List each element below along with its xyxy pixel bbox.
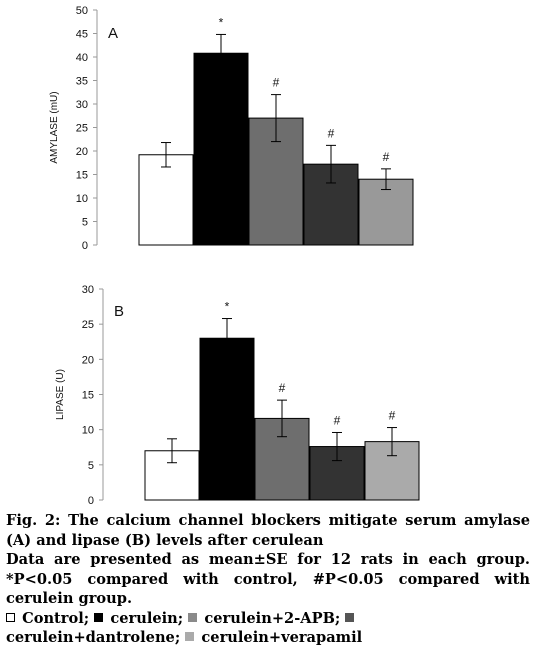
caption-body: Data are presented as mean±SE for 12 rat… — [6, 551, 530, 607]
legend-item-control: Control; — [6, 610, 89, 627]
y-axis-title: AMYLASE (mU) — [49, 91, 60, 163]
y-tick-label: 15 — [76, 170, 88, 182]
bar — [138, 154, 194, 246]
y-tick-label: 45 — [76, 29, 88, 41]
y-tick-label: 30 — [76, 99, 88, 111]
significance-marker: # — [383, 150, 390, 164]
y-tick-label: 5 — [82, 217, 88, 229]
panel-label: A — [108, 25, 118, 42]
y-tick-label: 0 — [82, 240, 88, 252]
legend-item-dantrolene: cerulein+dantrolene; — [6, 610, 356, 646]
panel-label: B — [114, 303, 124, 320]
chart-canvas: 0 5 10 15 20 25 30 35 40 45 50 AMYLASE (mU) A * # # #0 5 1… — [49, 5, 420, 507]
y-tick-label: 10 — [76, 193, 88, 205]
legend-swatch — [345, 612, 355, 622]
y-axis-title: LIPASE (U) — [55, 369, 66, 420]
y-tick-label: 0 — [88, 495, 94, 507]
y-tick-label: 50 — [76, 5, 88, 17]
y-tick-label: 20 — [76, 146, 88, 158]
y-tick-label: 20 — [82, 354, 94, 366]
bar — [193, 52, 249, 246]
y-tick-label: 10 — [82, 425, 94, 437]
significance-marker: # — [279, 381, 286, 395]
legend-item-cerulein: cerulein; — [94, 610, 183, 627]
significance-marker: * — [219, 15, 224, 29]
significance-marker: # — [334, 413, 341, 427]
figure-caption: Fig. 2: The calcium channel blockers mit… — [6, 511, 530, 648]
legend-swatch — [94, 612, 104, 622]
legend-swatch — [185, 632, 195, 641]
significance-marker: # — [389, 409, 396, 423]
y-tick-label: 5 — [88, 460, 94, 472]
y-tick-label: 25 — [76, 123, 88, 135]
y-tick-label: 40 — [76, 52, 88, 64]
caption-title: Fig. 2: The calcium channel blockers mit… — [6, 512, 530, 549]
legend-swatch — [6, 612, 15, 622]
legend-item-verapamil: cerulein+verapamil — [185, 629, 362, 646]
y-tick-label: 25 — [82, 319, 94, 331]
legend-swatch — [188, 612, 198, 622]
y-tick-label: 15 — [82, 390, 94, 402]
significance-marker: # — [328, 126, 335, 140]
significance-marker: * — [225, 300, 230, 314]
y-tick-label: 35 — [76, 76, 88, 88]
significance-marker: # — [273, 76, 280, 90]
caption-legend: Control; cerulein; cerulein+2-APB; cerul… — [6, 609, 530, 648]
bar — [199, 337, 255, 501]
legend-item-2apb: cerulein+2-APB; — [188, 610, 340, 627]
y-tick-label: 30 — [82, 284, 94, 296]
